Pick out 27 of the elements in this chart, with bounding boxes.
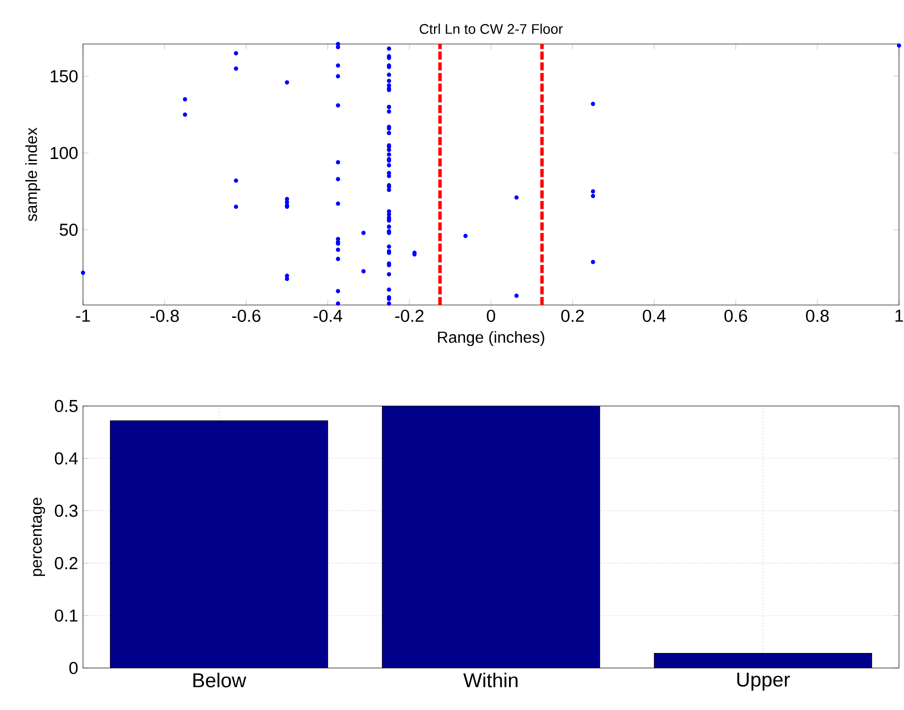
x-axis-title: Range (inches) [438, 331, 544, 346]
x-tick-label: 0 [486, 310, 496, 322]
y-tick-label: 0.1 [54, 609, 78, 622]
x-tick-label: -0.4 [314, 310, 342, 322]
y-tick-label: 0.3 [54, 504, 78, 517]
x-tick-label: 0.6 [724, 310, 748, 322]
y-tick-label: 0.2 [54, 557, 78, 570]
x-tick-label: -0.6 [232, 310, 260, 322]
x-tick-label: 1 [895, 310, 903, 322]
x-tick-label: 0.4 [642, 310, 666, 322]
x-tick-label: -0.8 [150, 310, 179, 322]
x-tick-label: Upper [737, 672, 790, 691]
y-tick-label: 0.4 [54, 452, 78, 465]
y-tick-label: 100 [50, 146, 78, 160]
chart-title: Ctrl Ln to CW 2-7 Floor [420, 24, 563, 34]
y-axis-title: sample index [25, 128, 40, 222]
y-tick-label: 50 [60, 224, 78, 236]
x-tick-label: 0.2 [561, 310, 584, 322]
x-tick-label: -1 [76, 310, 90, 322]
x-tick-label: -0.2 [395, 310, 424, 322]
y-tick-label: 0.5 [54, 400, 78, 412]
y-tick-label: 0 [69, 662, 78, 674]
y-tick-label: 150 [50, 70, 78, 82]
y-axis-title: percentage [31, 498, 46, 576]
x-tick-label: 0.8 [806, 310, 829, 322]
x-tick-label: Within [463, 672, 518, 688]
x-tick-label: Below [193, 672, 246, 688]
